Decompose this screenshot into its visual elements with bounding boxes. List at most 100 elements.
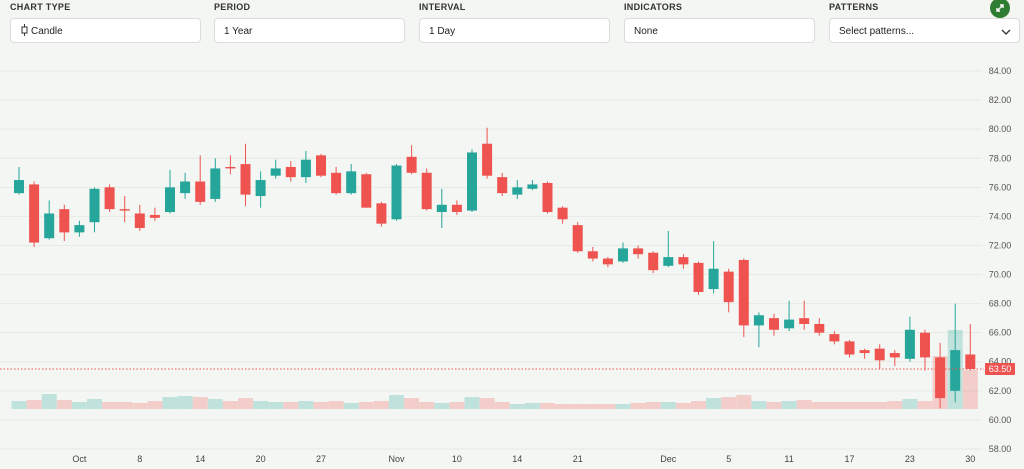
control-label: PERIOD bbox=[214, 2, 251, 12]
volume-bar bbox=[11, 401, 27, 409]
candle-body bbox=[618, 248, 628, 262]
control-value: 1 Year bbox=[224, 26, 253, 37]
x-tick-label: 23 bbox=[905, 454, 915, 464]
volume-bar bbox=[630, 403, 646, 409]
candle-body bbox=[920, 332, 930, 358]
control-select[interactable]: 1 Day bbox=[419, 18, 610, 43]
candle-body bbox=[255, 180, 266, 197]
candle-body bbox=[708, 268, 719, 290]
volume-bar bbox=[343, 403, 359, 409]
volume-bar bbox=[736, 395, 752, 409]
control-select[interactable]: Candle bbox=[10, 18, 201, 43]
last-price-label: 63.50 bbox=[989, 364, 1012, 374]
volume-bar bbox=[449, 402, 465, 409]
volume-bar bbox=[781, 401, 797, 409]
x-tick-label: 14 bbox=[512, 454, 522, 464]
x-tick-label: 20 bbox=[256, 454, 266, 464]
volume-bar bbox=[162, 397, 178, 409]
volume-bar bbox=[902, 399, 918, 409]
volume-bar bbox=[524, 403, 540, 409]
candle-body bbox=[240, 164, 251, 195]
y-tick-label: 78.00 bbox=[989, 153, 1012, 163]
volume-bar bbox=[373, 401, 389, 409]
candle-body bbox=[829, 334, 840, 342]
candle-body bbox=[542, 182, 553, 213]
volume-bar bbox=[253, 401, 269, 409]
candle-body bbox=[376, 203, 387, 224]
y-tick-label: 64.00 bbox=[989, 357, 1012, 367]
candle-body bbox=[331, 172, 342, 194]
candle-body bbox=[693, 262, 704, 292]
volume-bar bbox=[570, 404, 586, 409]
x-tick-label: 10 bbox=[452, 454, 462, 464]
volume-bar bbox=[328, 401, 344, 409]
volume-bar bbox=[389, 395, 404, 409]
y-tick-label: 68.00 bbox=[989, 299, 1012, 309]
x-tick-label: Nov bbox=[388, 454, 405, 464]
volume-bar bbox=[41, 394, 57, 409]
volume-bar bbox=[419, 402, 435, 409]
candle-body bbox=[814, 323, 825, 333]
candle-body bbox=[723, 271, 734, 303]
y-tick-label: 70.00 bbox=[989, 270, 1012, 280]
control-label: INDICATORS bbox=[624, 2, 683, 12]
candle-body bbox=[572, 225, 583, 252]
candle-body bbox=[14, 180, 24, 194]
candle-body bbox=[361, 174, 372, 208]
x-tick-label: 17 bbox=[844, 454, 854, 464]
control-select[interactable]: None bbox=[624, 18, 815, 43]
candle-body bbox=[799, 318, 810, 324]
candle-body bbox=[300, 159, 311, 178]
candle-body bbox=[557, 207, 568, 220]
volume-bar bbox=[509, 404, 525, 409]
volume-bar bbox=[132, 403, 148, 409]
volume-bar bbox=[464, 397, 480, 409]
candle-body bbox=[587, 251, 598, 259]
candle-body bbox=[346, 171, 357, 194]
x-tick-label: 11 bbox=[784, 454, 793, 464]
volume-bar bbox=[706, 398, 722, 409]
volume-bar bbox=[872, 402, 888, 409]
volume-bar bbox=[796, 400, 812, 409]
y-tick-label: 58.00 bbox=[989, 444, 1012, 454]
candle-body bbox=[451, 204, 462, 213]
volume-bar bbox=[207, 399, 223, 409]
candle-body bbox=[482, 143, 493, 176]
volume-bar bbox=[192, 397, 208, 409]
control-value: Candle bbox=[31, 26, 63, 37]
candle-body bbox=[225, 166, 236, 169]
control-select[interactable]: Select patterns... bbox=[829, 18, 1020, 43]
y-tick-label: 66.00 bbox=[989, 328, 1012, 338]
volume-bar bbox=[842, 402, 857, 409]
volume-bar bbox=[585, 404, 601, 409]
y-tick-label: 82.00 bbox=[989, 95, 1012, 105]
x-tick-label: 5 bbox=[726, 454, 731, 464]
last-price-tag bbox=[985, 363, 1015, 376]
candle-body bbox=[678, 257, 689, 265]
volume-bar bbox=[555, 404, 571, 409]
volume-bar bbox=[313, 402, 329, 409]
volume-bar bbox=[887, 401, 903, 409]
x-tick-label: 14 bbox=[195, 454, 205, 464]
candle-body bbox=[104, 187, 115, 210]
candle-body bbox=[663, 257, 674, 266]
volume-bar bbox=[268, 402, 284, 409]
volume-bar bbox=[238, 398, 253, 409]
volume-bar bbox=[811, 402, 827, 409]
candle-body bbox=[165, 187, 175, 213]
control-select[interactable]: 1 Year bbox=[214, 18, 405, 43]
volume-bar bbox=[857, 402, 873, 409]
candle-body bbox=[602, 258, 613, 265]
candle-body bbox=[421, 172, 432, 210]
volume-bar bbox=[615, 404, 631, 409]
x-tick-label: Dec bbox=[660, 454, 677, 464]
expand-button[interactable] bbox=[990, 0, 1010, 18]
x-tick-label: 30 bbox=[965, 454, 975, 464]
volume-bar bbox=[675, 403, 691, 409]
y-tick-label: 60.00 bbox=[989, 415, 1012, 425]
volume-bar bbox=[721, 397, 737, 409]
candle-body bbox=[633, 248, 644, 255]
candle-body bbox=[844, 341, 855, 355]
